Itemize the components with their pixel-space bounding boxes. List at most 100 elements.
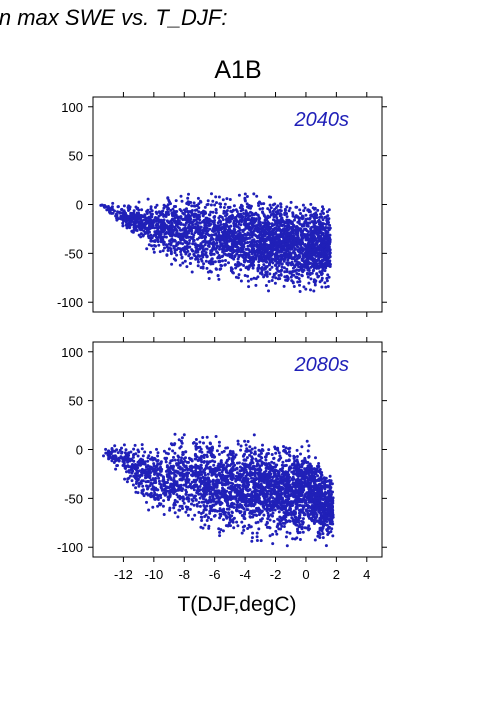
data-point bbox=[327, 233, 331, 237]
data-point bbox=[300, 273, 304, 277]
data-point bbox=[206, 199, 210, 203]
data-point bbox=[264, 458, 268, 462]
data-point bbox=[188, 245, 192, 249]
data-point bbox=[250, 539, 254, 543]
data-point bbox=[260, 238, 264, 242]
data-point bbox=[253, 233, 257, 237]
data-point bbox=[323, 269, 327, 273]
data-point bbox=[168, 239, 172, 243]
data-point bbox=[250, 490, 254, 494]
data-point bbox=[325, 279, 329, 283]
data-point bbox=[232, 204, 236, 208]
data-point bbox=[204, 241, 208, 244]
data-point bbox=[210, 192, 213, 196]
data-point bbox=[187, 229, 191, 232]
data-point bbox=[184, 214, 188, 218]
data-point bbox=[130, 212, 134, 215]
data-point bbox=[246, 274, 250, 278]
data-point bbox=[246, 267, 250, 271]
data-point bbox=[150, 212, 154, 216]
data-point bbox=[243, 260, 246, 264]
data-point bbox=[217, 260, 221, 264]
data-point bbox=[249, 230, 253, 233]
data-point bbox=[284, 234, 288, 238]
data-point bbox=[166, 206, 170, 209]
data-point bbox=[266, 207, 270, 211]
data-point bbox=[219, 263, 223, 267]
data-point bbox=[209, 270, 213, 274]
data-point bbox=[113, 209, 116, 213]
data-point bbox=[187, 460, 190, 464]
data-point bbox=[289, 200, 293, 204]
data-point bbox=[188, 239, 192, 242]
data-point bbox=[324, 215, 328, 219]
data-point bbox=[178, 263, 182, 267]
data-point bbox=[156, 504, 160, 508]
data-point bbox=[166, 249, 170, 252]
data-point bbox=[136, 212, 140, 216]
data-point bbox=[272, 273, 276, 277]
data-point bbox=[217, 195, 221, 199]
data-point bbox=[290, 260, 294, 264]
data-point bbox=[232, 219, 236, 223]
data-point bbox=[204, 259, 208, 263]
data-point bbox=[280, 268, 284, 272]
data-point bbox=[235, 508, 238, 512]
data-point bbox=[211, 210, 215, 214]
data-point bbox=[260, 269, 264, 272]
data-point bbox=[271, 261, 275, 265]
data-point bbox=[176, 458, 180, 462]
data-point bbox=[244, 214, 248, 218]
data-point bbox=[176, 515, 180, 519]
data-point bbox=[216, 274, 220, 278]
data-point bbox=[193, 213, 196, 217]
data-point bbox=[311, 225, 315, 229]
scenario-label: A1B bbox=[214, 56, 262, 84]
data-point bbox=[327, 255, 331, 259]
data-point bbox=[286, 276, 290, 280]
data-point bbox=[246, 225, 250, 229]
data-point bbox=[173, 251, 177, 255]
data-point bbox=[236, 442, 240, 446]
data-point bbox=[224, 259, 227, 262]
data-point bbox=[277, 274, 281, 277]
data-point bbox=[170, 221, 174, 225]
data-point bbox=[268, 203, 272, 207]
data-point bbox=[247, 232, 251, 236]
data-point bbox=[212, 252, 216, 256]
data-point bbox=[285, 221, 289, 225]
data-point bbox=[241, 454, 245, 458]
data-point bbox=[192, 503, 196, 507]
data-point bbox=[105, 208, 109, 212]
data-point bbox=[128, 205, 132, 209]
data-point bbox=[256, 227, 260, 231]
data-point bbox=[288, 206, 292, 210]
data-point bbox=[319, 251, 323, 255]
data-point bbox=[141, 454, 145, 458]
data-point bbox=[191, 242, 195, 246]
data-point bbox=[297, 219, 301, 223]
data-point bbox=[306, 224, 310, 228]
data-point bbox=[269, 250, 273, 254]
data-point bbox=[201, 252, 205, 256]
data-point bbox=[180, 255, 184, 259]
data-point bbox=[225, 246, 229, 250]
data-point bbox=[153, 226, 156, 230]
data-point bbox=[201, 231, 205, 235]
data-point bbox=[233, 216, 237, 220]
data-point bbox=[262, 263, 266, 267]
data-point bbox=[255, 213, 259, 217]
data-point bbox=[157, 214, 161, 218]
data-point bbox=[215, 250, 219, 254]
data-point bbox=[229, 231, 233, 235]
data-point bbox=[165, 253, 169, 257]
data-point bbox=[227, 261, 230, 265]
data-point bbox=[257, 234, 261, 237]
data-point bbox=[205, 435, 209, 439]
data-point bbox=[255, 250, 259, 254]
data-point bbox=[188, 226, 192, 230]
data-point bbox=[308, 271, 312, 275]
data-point bbox=[304, 217, 308, 221]
data-point bbox=[212, 463, 216, 467]
data-point bbox=[239, 203, 243, 207]
